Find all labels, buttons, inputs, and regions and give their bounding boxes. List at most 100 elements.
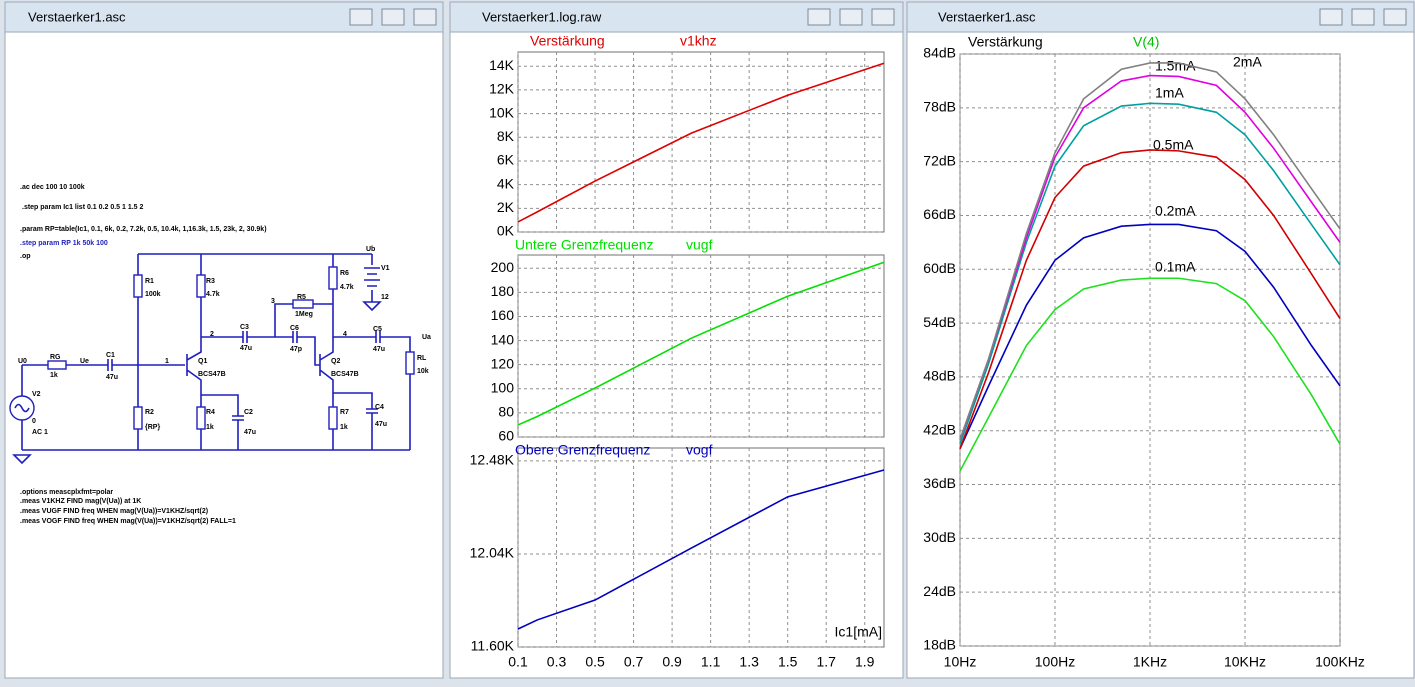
close-button[interactable]	[413, 8, 437, 26]
x-tick-label: 1KHz	[1133, 654, 1167, 670]
y-tick-label: 30dB	[923, 529, 956, 545]
component-label: R3	[206, 278, 215, 285]
component-label: 47u	[373, 346, 385, 353]
data-line	[517, 261, 885, 426]
component-label: 1Meg	[295, 311, 313, 318]
window-title: Verstaerker1.log.raw	[482, 9, 602, 24]
schematic-wires	[9, 253, 415, 465]
trace-name: V(4)	[1133, 34, 1159, 50]
y-tick-label: 12.04K	[470, 545, 515, 561]
component-label: 47u	[375, 421, 387, 428]
data-line	[959, 62, 1341, 440]
y-tick-label: 160	[491, 307, 515, 323]
maximize-button[interactable]	[839, 8, 863, 26]
trace-name: vogf	[686, 442, 713, 458]
y-tick-label: 100	[491, 379, 515, 395]
component-label: 4.7k	[340, 284, 354, 291]
y-tick-label: 2K	[497, 199, 515, 215]
component-label: 100k	[145, 291, 161, 298]
resistor	[133, 274, 143, 298]
spice-directive: .meas VOGF FIND freq WHEN mag(V(Ua))=V1K…	[20, 518, 236, 525]
spice-directive: .op	[20, 253, 31, 260]
data-line	[959, 74, 1341, 440]
spice-directive: .meas VUGF FIND freq WHEN mag(V(Ua))=V1K…	[20, 508, 208, 515]
component-label: Ua	[422, 334, 431, 341]
wire	[21, 253, 411, 451]
window-title: Verstaerker1.asc	[28, 9, 126, 24]
maximize-button[interactable]	[1351, 8, 1375, 26]
x-tick-label: 100Hz	[1035, 654, 1075, 670]
resistor	[405, 351, 415, 375]
component-label: Ub	[366, 246, 375, 253]
spice-directive: .options meascplxfmt=polar	[20, 489, 113, 496]
maximize-button[interactable]	[381, 8, 405, 26]
component-label: R7	[340, 409, 349, 416]
window-title: Verstaerker1.asc	[938, 9, 1036, 24]
component-label: 0	[32, 418, 36, 425]
minimize-button[interactable]	[807, 8, 831, 26]
component-label: V1	[381, 265, 390, 272]
capacitor-plates	[107, 267, 381, 421]
component-label: 4	[343, 331, 347, 338]
component-label: 1k	[50, 372, 58, 379]
close-button[interactable]	[1383, 8, 1407, 26]
pane-title: Obere Grenzfrequenz	[515, 442, 650, 458]
resistor	[196, 274, 206, 298]
data-line	[517, 62, 885, 223]
x-axis-label: Ic1[mA]	[835, 624, 882, 640]
plot-area	[517, 254, 885, 438]
component-label: Q1	[198, 358, 207, 365]
x-tick-label: 0.1	[508, 654, 528, 670]
component-label: R1	[145, 278, 154, 285]
ground	[12, 301, 382, 465]
chart-title: Verstärkung	[968, 34, 1043, 50]
resistor	[196, 406, 206, 430]
component-label: 47p	[290, 346, 302, 353]
component-label: C1	[106, 352, 115, 359]
component-label: U0	[18, 358, 27, 365]
trace-name: vugf	[686, 237, 713, 253]
y-tick-label: 8K	[497, 128, 515, 144]
component-label: C6	[290, 325, 299, 332]
curve-label: 1.5mA	[1155, 58, 1196, 74]
y-tick-label: 54dB	[923, 314, 956, 330]
component-label: C4	[375, 404, 384, 411]
trace-name: v1khz	[680, 33, 717, 49]
component-label: 47u	[240, 345, 252, 352]
x-tick-label: 1.9	[855, 654, 875, 670]
y-tick-label: 6K	[497, 152, 515, 168]
y-tick-label: 66dB	[923, 206, 956, 222]
curve-label: 0.1mA	[1155, 259, 1196, 275]
resistor	[292, 299, 314, 309]
window-frame	[4, 1, 444, 679]
component-label: C2	[244, 409, 253, 416]
x-tick-label: 1.1	[701, 654, 721, 670]
data-line	[959, 149, 1341, 449]
y-tick-label: 80	[498, 404, 514, 420]
x-tick-label: 0.7	[624, 654, 644, 670]
plot-area	[517, 447, 885, 648]
component-label: 12	[381, 294, 389, 301]
component-label: BCS47B	[331, 371, 359, 378]
y-tick-label: 4K	[497, 175, 515, 191]
component-label: 4.7k	[206, 291, 220, 298]
component-label: 2	[210, 331, 214, 338]
y-tick-label: 11.60K	[471, 638, 515, 654]
resistor	[328, 406, 338, 430]
plot-area	[517, 51, 885, 233]
resistor	[47, 360, 67, 370]
x-tick-label: 10KHz	[1224, 654, 1266, 670]
minimize-button[interactable]	[349, 8, 373, 26]
resistor	[133, 406, 143, 430]
component-label: 1	[165, 358, 169, 365]
y-tick-label: 24dB	[923, 583, 956, 599]
y-tick-label: 78dB	[923, 99, 956, 115]
y-tick-label: 14K	[489, 57, 515, 73]
y-tick-label: 18dB	[923, 637, 956, 653]
minimize-button[interactable]	[1319, 8, 1343, 26]
pane-title: Untere Grenzfrequenz	[515, 237, 654, 253]
close-button[interactable]	[871, 8, 895, 26]
component-label: R6	[340, 270, 349, 277]
x-tick-label: 0.3	[547, 654, 567, 670]
